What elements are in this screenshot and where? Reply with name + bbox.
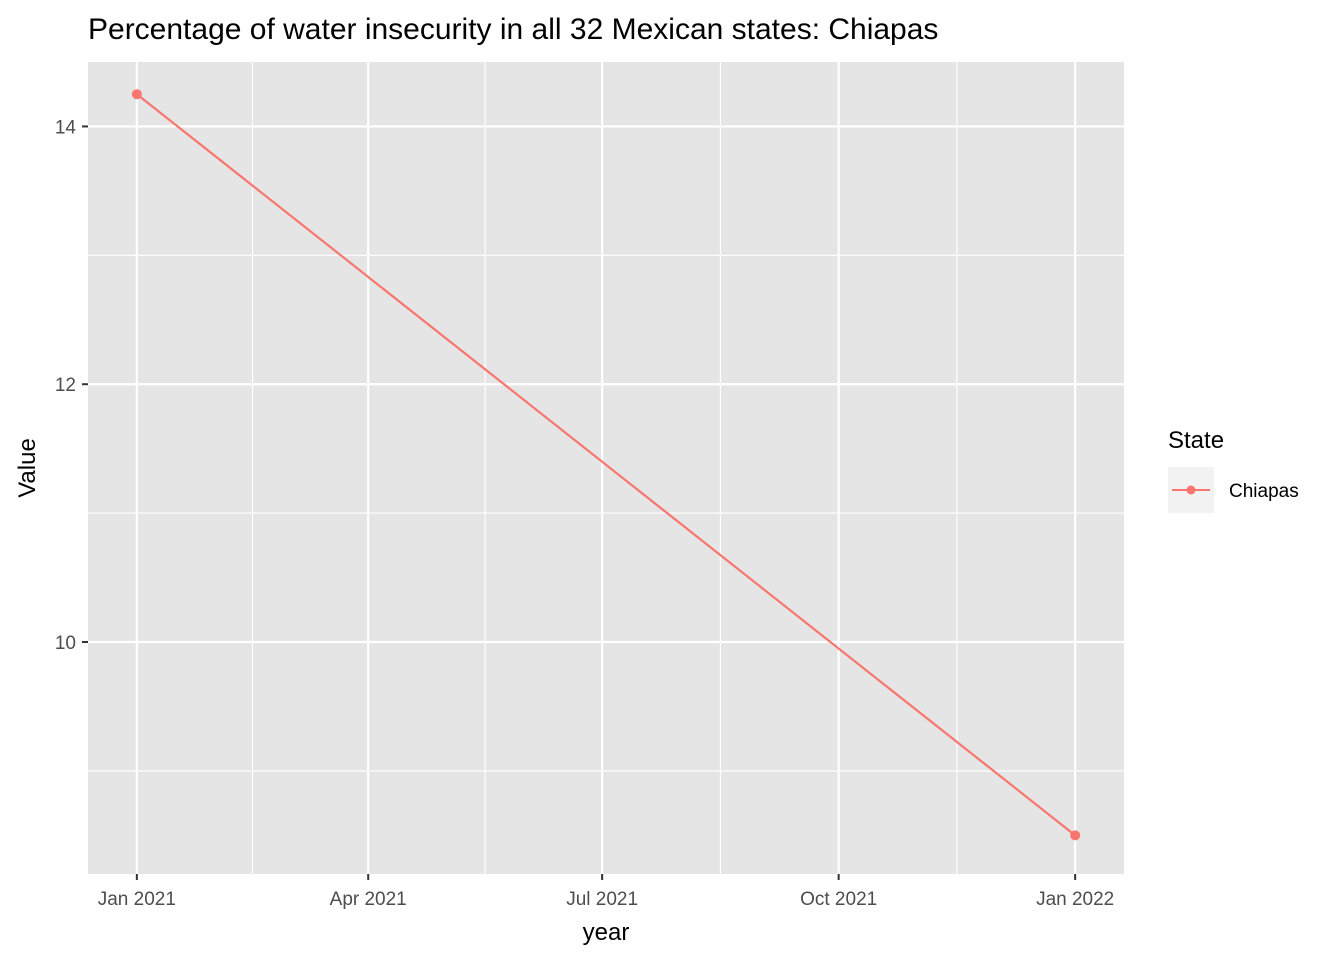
x-tick-label: Jan 2021 xyxy=(98,889,176,910)
legend-title: State xyxy=(1168,427,1224,454)
minor-gridlines xyxy=(88,62,1124,874)
legend-key-point xyxy=(1186,485,1196,495)
y-axis-title: Value xyxy=(14,438,41,498)
x-axis: Jan 2021 Apr 2021 Jul 2021 Oct 2021 Jan 2022 xyxy=(98,874,1114,910)
series-layer xyxy=(131,89,1081,841)
x-tick-label: Apr 2021 xyxy=(330,889,407,910)
x-tick-label: Oct 2021 xyxy=(800,889,877,910)
y-tick-label: 14 xyxy=(55,117,77,138)
legend: State Chiapas xyxy=(1168,427,1299,513)
y-axis: 10 12 14 xyxy=(55,117,88,654)
legend-label-chiapas: Chiapas xyxy=(1229,481,1299,502)
y-tick-label: 10 xyxy=(55,633,76,654)
x-axis-title: year xyxy=(583,919,630,946)
data-point xyxy=(1070,830,1081,841)
y-tick-label: 12 xyxy=(55,375,76,396)
x-tick-label: Jul 2021 xyxy=(566,889,638,910)
x-tick-label: Jan 2022 xyxy=(1036,889,1114,910)
data-point xyxy=(131,89,142,100)
series-line-chiapas xyxy=(136,93,1076,837)
major-gridlines xyxy=(88,62,1124,874)
chart-title: Percentage of water insecurity in all 32… xyxy=(88,13,938,46)
